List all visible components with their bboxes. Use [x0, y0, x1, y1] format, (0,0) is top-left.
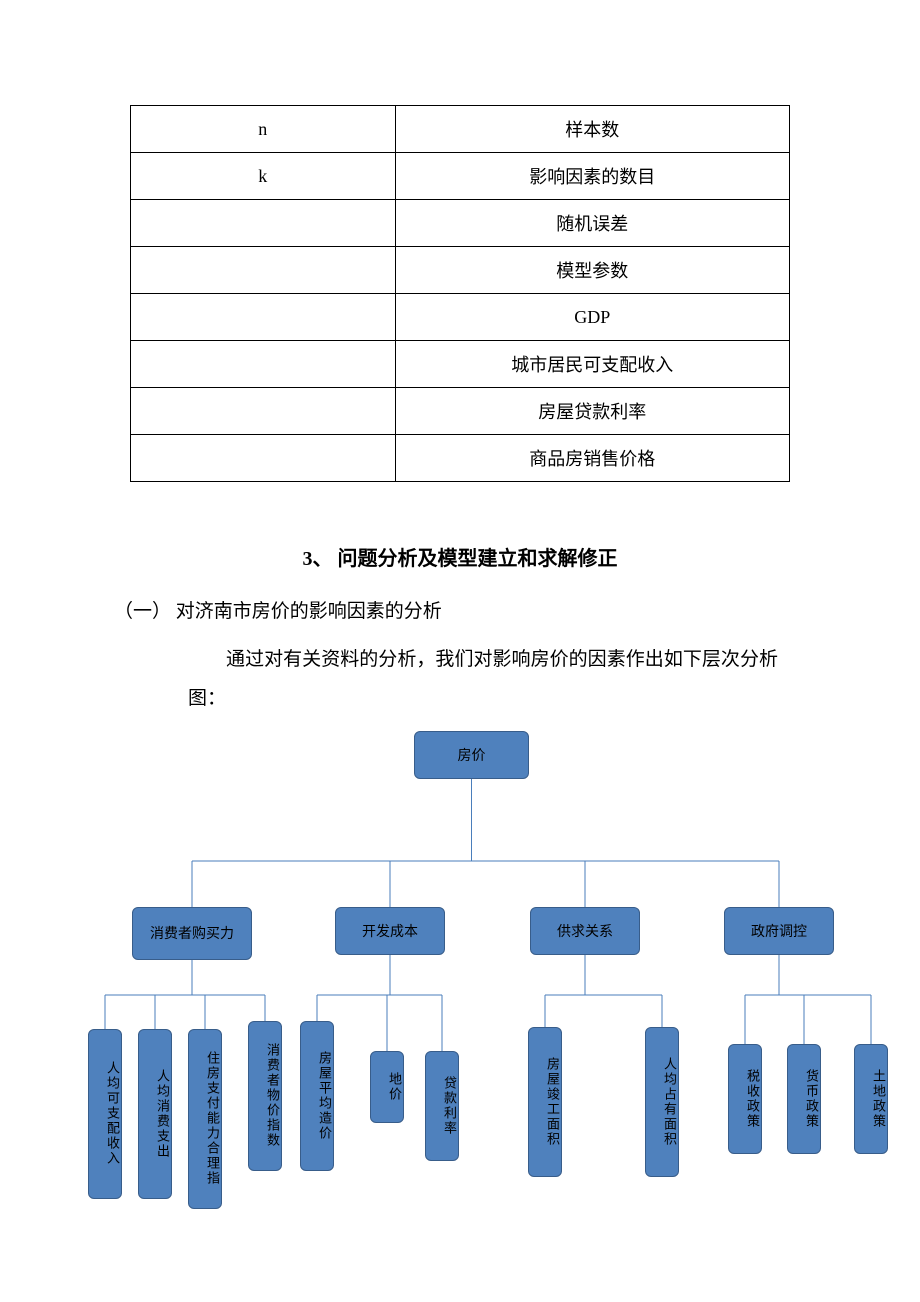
symbol-cell — [131, 388, 396, 435]
tree-leaf-node: 人均消费支出 — [138, 1029, 172, 1199]
definition-cell: 模型参数 — [395, 247, 789, 294]
symbol-cell — [131, 341, 396, 388]
definition-cell: 商品房销售价格 — [395, 435, 789, 482]
symbol-cell — [131, 247, 396, 294]
definition-cell: GDP — [395, 294, 789, 341]
tree-leaf-node: 消费者物价指数 — [248, 1021, 282, 1171]
tree-leaf-node: 住房支付能力合理指 — [188, 1029, 222, 1209]
symbol-cell — [131, 435, 396, 482]
tree-leaf-node: 人均可支配收入 — [88, 1029, 122, 1199]
tree-leaf-node: 房屋竣工面积 — [528, 1027, 562, 1177]
tree-leaf-node: 货币政策 — [787, 1044, 821, 1154]
definition-cell: 随机误差 — [395, 200, 789, 247]
symbol-cell: n — [131, 106, 396, 153]
table-row: 随机误差 — [131, 200, 790, 247]
definition-cell: 城市居民可支配收入 — [395, 341, 789, 388]
tree-leaf-node: 土地政策 — [854, 1044, 888, 1154]
symbol-cell — [131, 294, 396, 341]
definitions-table: n样本数k影响因素的数目随机误差模型参数GDP城市居民可支配收入房屋贷款利率商品… — [130, 105, 790, 482]
table-row: n样本数 — [131, 106, 790, 153]
table-row: 城市居民可支配收入 — [131, 341, 790, 388]
section-3-title: 3、 问题分析及模型建立和求解修正 — [40, 542, 880, 571]
hierarchy-diagram: 房价消费者购买力 开发成本 供求关系 政府调控人均可支配收入人均消费支出住房支付能力合… — [60, 731, 920, 1271]
table-row: GDP — [131, 294, 790, 341]
table-row: 房屋贷款利率 — [131, 388, 790, 435]
tree-mid-node: 供求关系 — [530, 907, 640, 955]
subsection-1-label: （一） 对济南市房价的影响因素的分析 — [114, 596, 880, 623]
table-row: k影响因素的数目 — [131, 153, 790, 200]
definition-cell: 房屋贷款利率 — [395, 388, 789, 435]
table-row: 模型参数 — [131, 247, 790, 294]
tree-mid-node: 开发成本 — [335, 907, 445, 955]
symbol-cell: k — [131, 153, 396, 200]
tree-root: 房价 — [414, 731, 529, 779]
tree-leaf-node: 贷款利率 — [425, 1051, 459, 1161]
analysis-para: 通过对有关资料的分析，我们对影响房价的因素作出如下层次分析图： — [188, 641, 778, 719]
tree-leaf-node: 人均占有面积 — [645, 1027, 679, 1177]
tree-leaf-node: 税收政策 — [728, 1044, 762, 1154]
table-row: 商品房销售价格 — [131, 435, 790, 482]
definition-cell: 影响因素的数目 — [395, 153, 789, 200]
symbol-cell — [131, 200, 396, 247]
tree-leaf-node: 房屋平均造价 — [300, 1021, 334, 1171]
definition-cell: 样本数 — [395, 106, 789, 153]
tree-leaf-node: 地价 — [370, 1051, 404, 1123]
tree-mid-node: 政府调控 — [724, 907, 834, 955]
analysis-para-text: 通过对有关资料的分析，我们对影响房价的因素作出如下层次分析图： — [188, 649, 778, 709]
tree-mid-node: 消费者购买力 — [132, 907, 252, 960]
